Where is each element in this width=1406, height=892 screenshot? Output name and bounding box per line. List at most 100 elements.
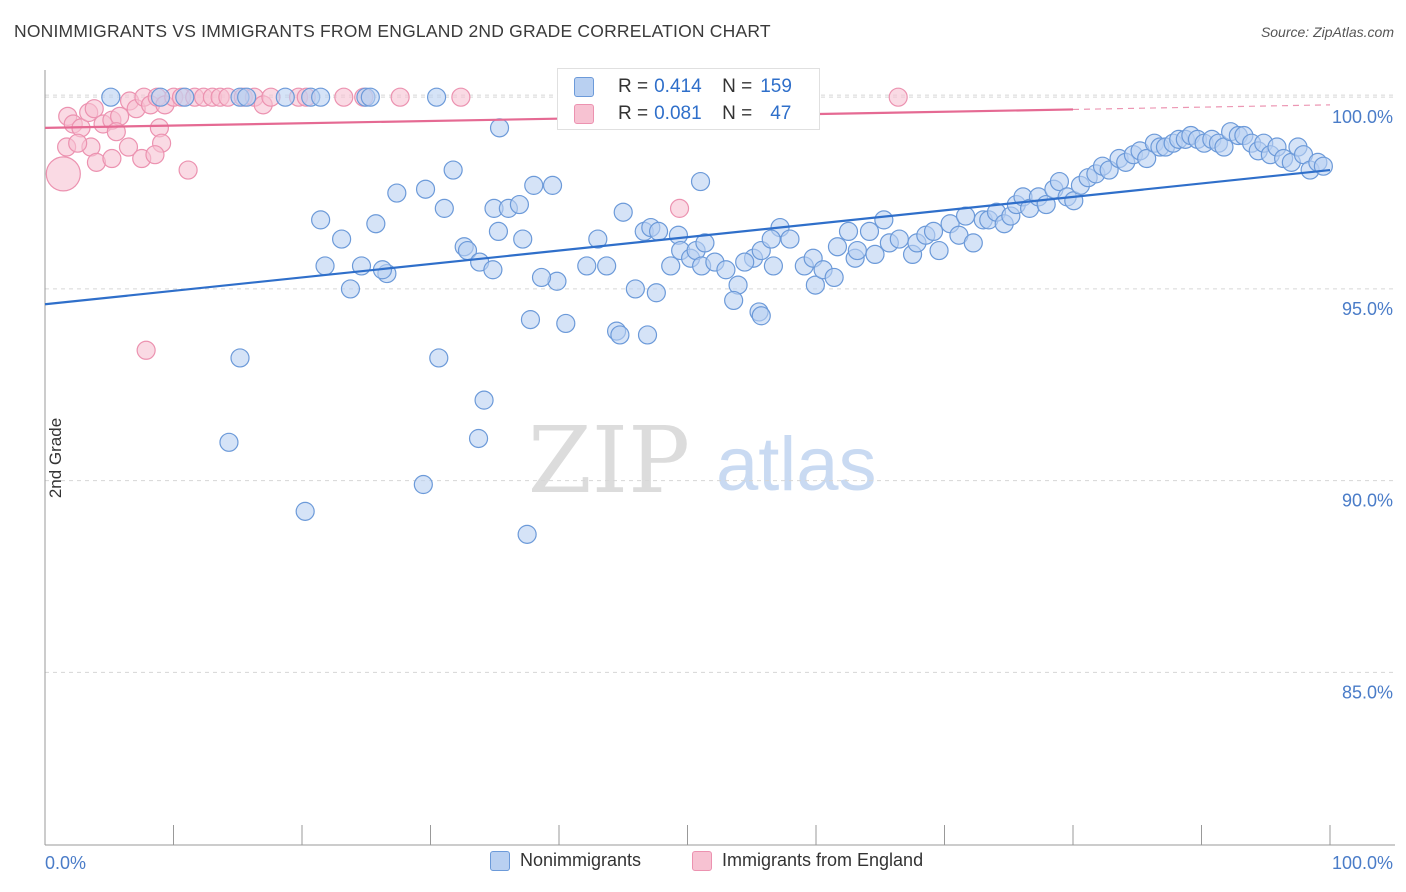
nonimmigrants-point (315, 256, 335, 276)
nonimmigrants-point (838, 221, 859, 241)
nonimmigrants-point (824, 267, 844, 288)
nonimmigrants-point (513, 229, 533, 249)
immigrants-point (102, 148, 122, 169)
nonimmigrants-point (366, 214, 386, 234)
blue-swatch (574, 77, 594, 97)
nonimmigrants-point (219, 432, 239, 452)
legend-label: Nonimmigrants (520, 850, 642, 870)
nonimmigrants-point (805, 275, 825, 295)
nonimmigrants-point (827, 237, 848, 257)
y-tick-label: 95.0% (1342, 299, 1393, 319)
immigrants-point (145, 145, 165, 165)
nonimmigrants-point (690, 171, 711, 192)
immigrants-point (45, 156, 81, 192)
nonimmigrants-point (724, 290, 744, 311)
nonimmigrants-point (474, 390, 494, 410)
chart-legend: Nonimmigrants Immigrants from England (0, 850, 1406, 880)
nonimmigrants-point (763, 256, 784, 276)
nonimmigrants-point (237, 87, 257, 107)
nonimmigrants-point (923, 221, 944, 241)
nonimmigrants-point (847, 240, 867, 261)
nonimmigrants-point (625, 279, 645, 299)
watermark-zip: ZIP (528, 407, 690, 514)
nonimmigrants-point (610, 325, 630, 345)
immigrants-point (118, 137, 139, 157)
blue-swatch (490, 850, 510, 871)
n-label: N = (722, 76, 753, 97)
nonimmigrants-point (295, 501, 315, 521)
pink-swatch (692, 850, 712, 871)
r-label: R = (618, 103, 649, 124)
stat-legend-row-nonimmigrants: R = 0.414 N = 159 (574, 73, 792, 101)
nonimmigrants-point (695, 233, 715, 253)
nonimmigrants-point (648, 221, 669, 241)
nonimmigrants-point (387, 183, 407, 203)
nonimmigrants-point (588, 229, 608, 249)
immigrants-point (888, 87, 908, 107)
nonimmigrants-point (1049, 171, 1070, 192)
immigrants-point (136, 340, 156, 360)
nonimmigrants-point (429, 348, 449, 368)
watermark-atlas: atlas (716, 422, 877, 507)
nonimmigrants-point (865, 244, 885, 265)
n-value: 47 (770, 103, 792, 124)
immigrants-point (451, 87, 471, 107)
nonimmigrants-point (661, 256, 681, 276)
pink-swatch (574, 104, 594, 124)
nonimmigrants-point (360, 87, 380, 107)
immigrants-point (84, 99, 104, 119)
y-axis-label: 2nd Grade (46, 417, 66, 499)
legend-item-immigrants-from-england[interactable]: Immigrants from England (692, 850, 923, 871)
stat-legend-row-immigrants: R = 0.081 N = 47 (574, 100, 792, 128)
r-value: 0.414 (654, 76, 702, 97)
nonimmigrants-point (597, 256, 617, 276)
nonimmigrants-point (517, 524, 537, 544)
nonimmigrants-point (542, 175, 563, 195)
chart-title: NONIMMIGRANTS VS IMMIGRANTS FROM ENGLAND… (14, 21, 771, 41)
nonimmigrants-point (311, 87, 331, 107)
nonimmigrants-point (443, 160, 463, 180)
n-label: N = (722, 103, 753, 124)
nonimmigrants-point (761, 229, 781, 249)
nonimmigrants-point (413, 474, 433, 495)
nonimmigrants-point (735, 252, 755, 272)
nonimmigrants-point (874, 210, 894, 230)
nonimmigrants-point (963, 233, 983, 253)
source-label: Source: ZipAtlas.com (1260, 24, 1394, 40)
nonimmigrants-point (175, 87, 195, 107)
nonimmigrants-point (637, 325, 658, 345)
nonimmigrants-point (716, 260, 736, 280)
nonimmigrants-trendline (44, 168, 1331, 306)
stat-legend: R = 0.414 N = 159 R = 0.081 N = 47 (557, 68, 820, 130)
nonimmigrants-point (520, 310, 541, 330)
nonimmigrants-point (889, 229, 909, 249)
nonimmigrants-point (340, 279, 361, 299)
nonimmigrants-point (468, 428, 489, 449)
nonimmigrants-point (577, 256, 597, 276)
nonimmigrants-point (509, 194, 530, 215)
nonimmigrants-point (859, 221, 880, 241)
nonimmigrants-point (332, 229, 352, 249)
nonimmigrants-point (488, 221, 509, 241)
r-value: 0.081 (654, 103, 702, 124)
legend-label: Immigrants from England (722, 850, 924, 870)
immigrants-point (68, 133, 88, 153)
nonimmigrants-point (613, 202, 633, 222)
nonimmigrants-point (531, 267, 552, 288)
n-value: 159 (760, 76, 792, 97)
nonimmigrants-point (929, 240, 949, 261)
y-tick-label: 100.0% (1332, 107, 1393, 127)
nonimmigrants-point (275, 87, 295, 107)
y-tick-label: 85.0% (1342, 682, 1393, 702)
nonimmigrants-point (780, 229, 800, 249)
nonimmigrants-point (489, 118, 510, 138)
legend-item-nonimmigrants[interactable]: Nonimmigrants (490, 850, 641, 871)
y-tick-label: 90.0% (1342, 491, 1393, 511)
immigrants-point (178, 160, 198, 180)
nonimmigrants-point (556, 313, 576, 334)
nonimmigrants-point (1313, 156, 1333, 176)
nonimmigrants-point (415, 179, 436, 199)
x-tick-label: 0.0% (45, 853, 86, 873)
nonimmigrants-point (483, 260, 503, 280)
